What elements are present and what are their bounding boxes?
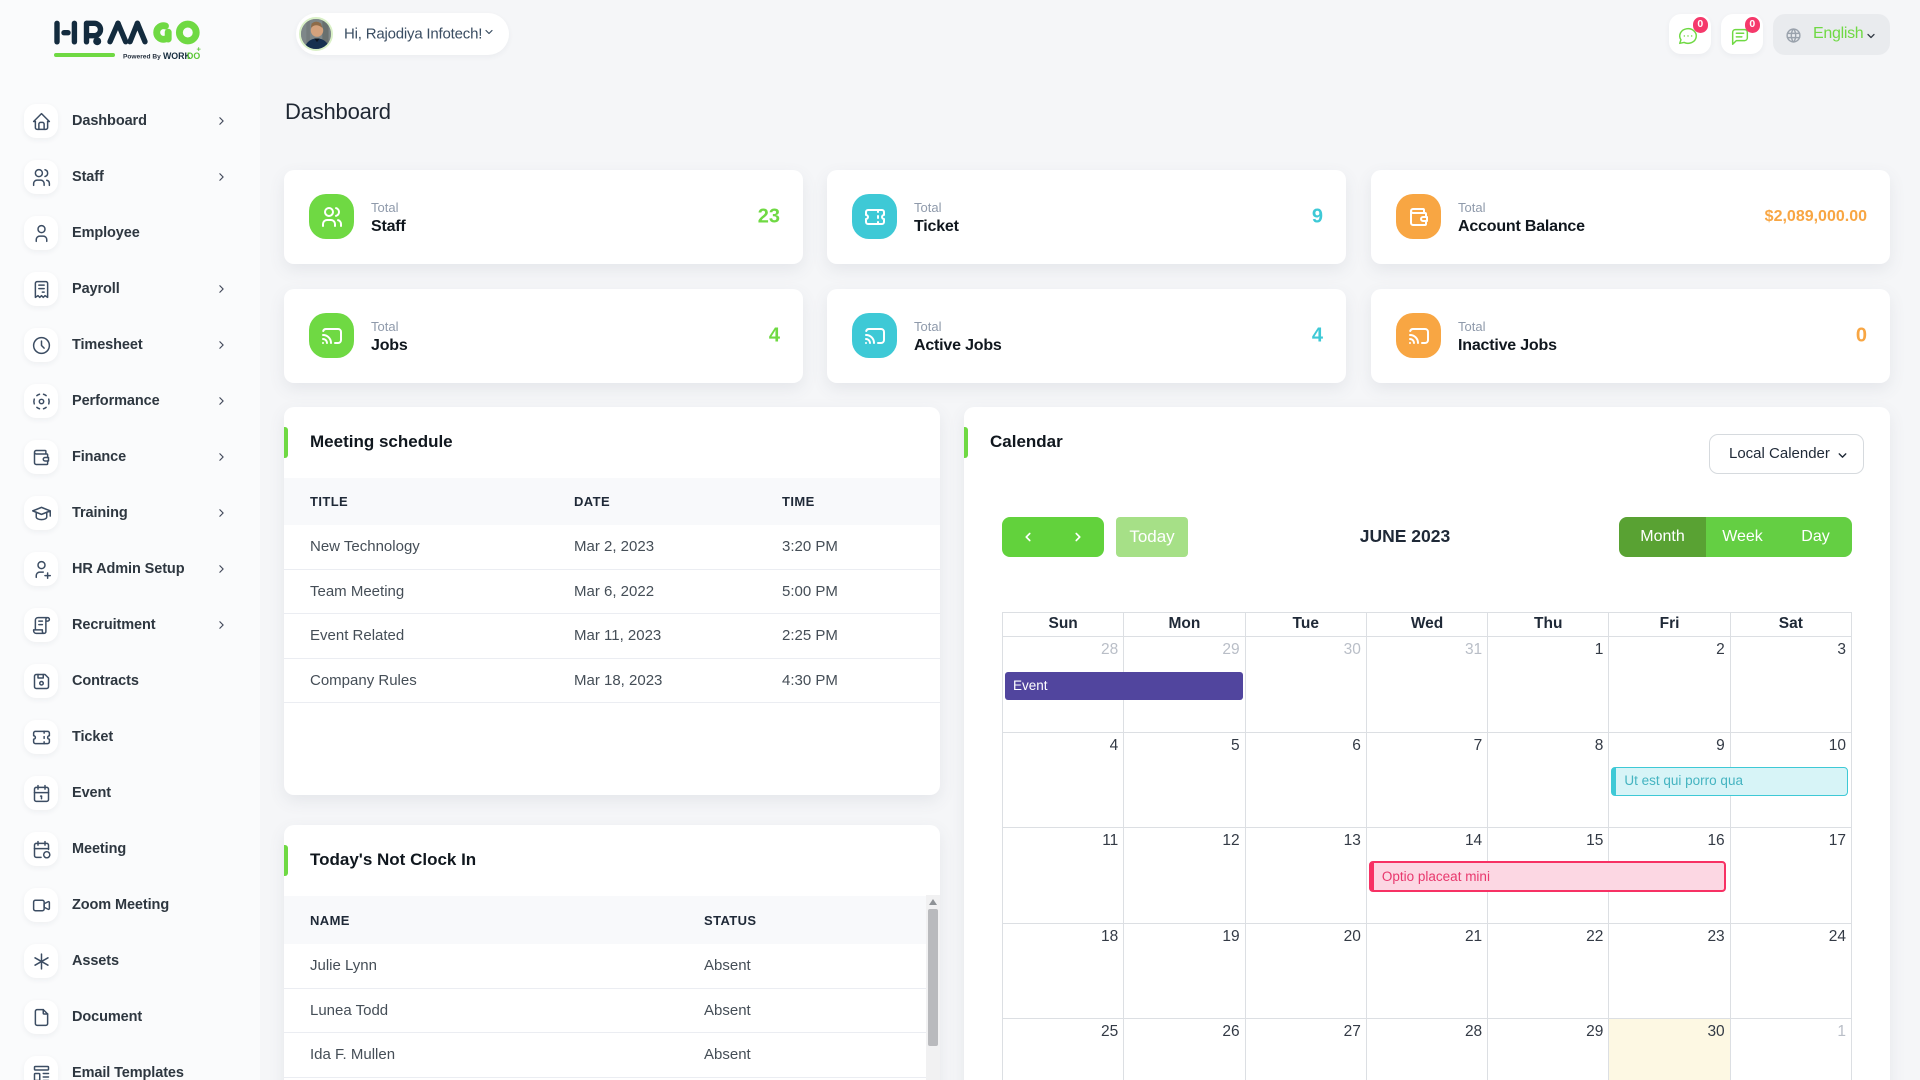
svg-text:WORK: WORK — [163, 51, 191, 61]
svg-text:DO: DO — [187, 51, 200, 61]
svg-text:Powered By: Powered By — [123, 54, 161, 61]
svg-text:+: + — [197, 45, 202, 54]
